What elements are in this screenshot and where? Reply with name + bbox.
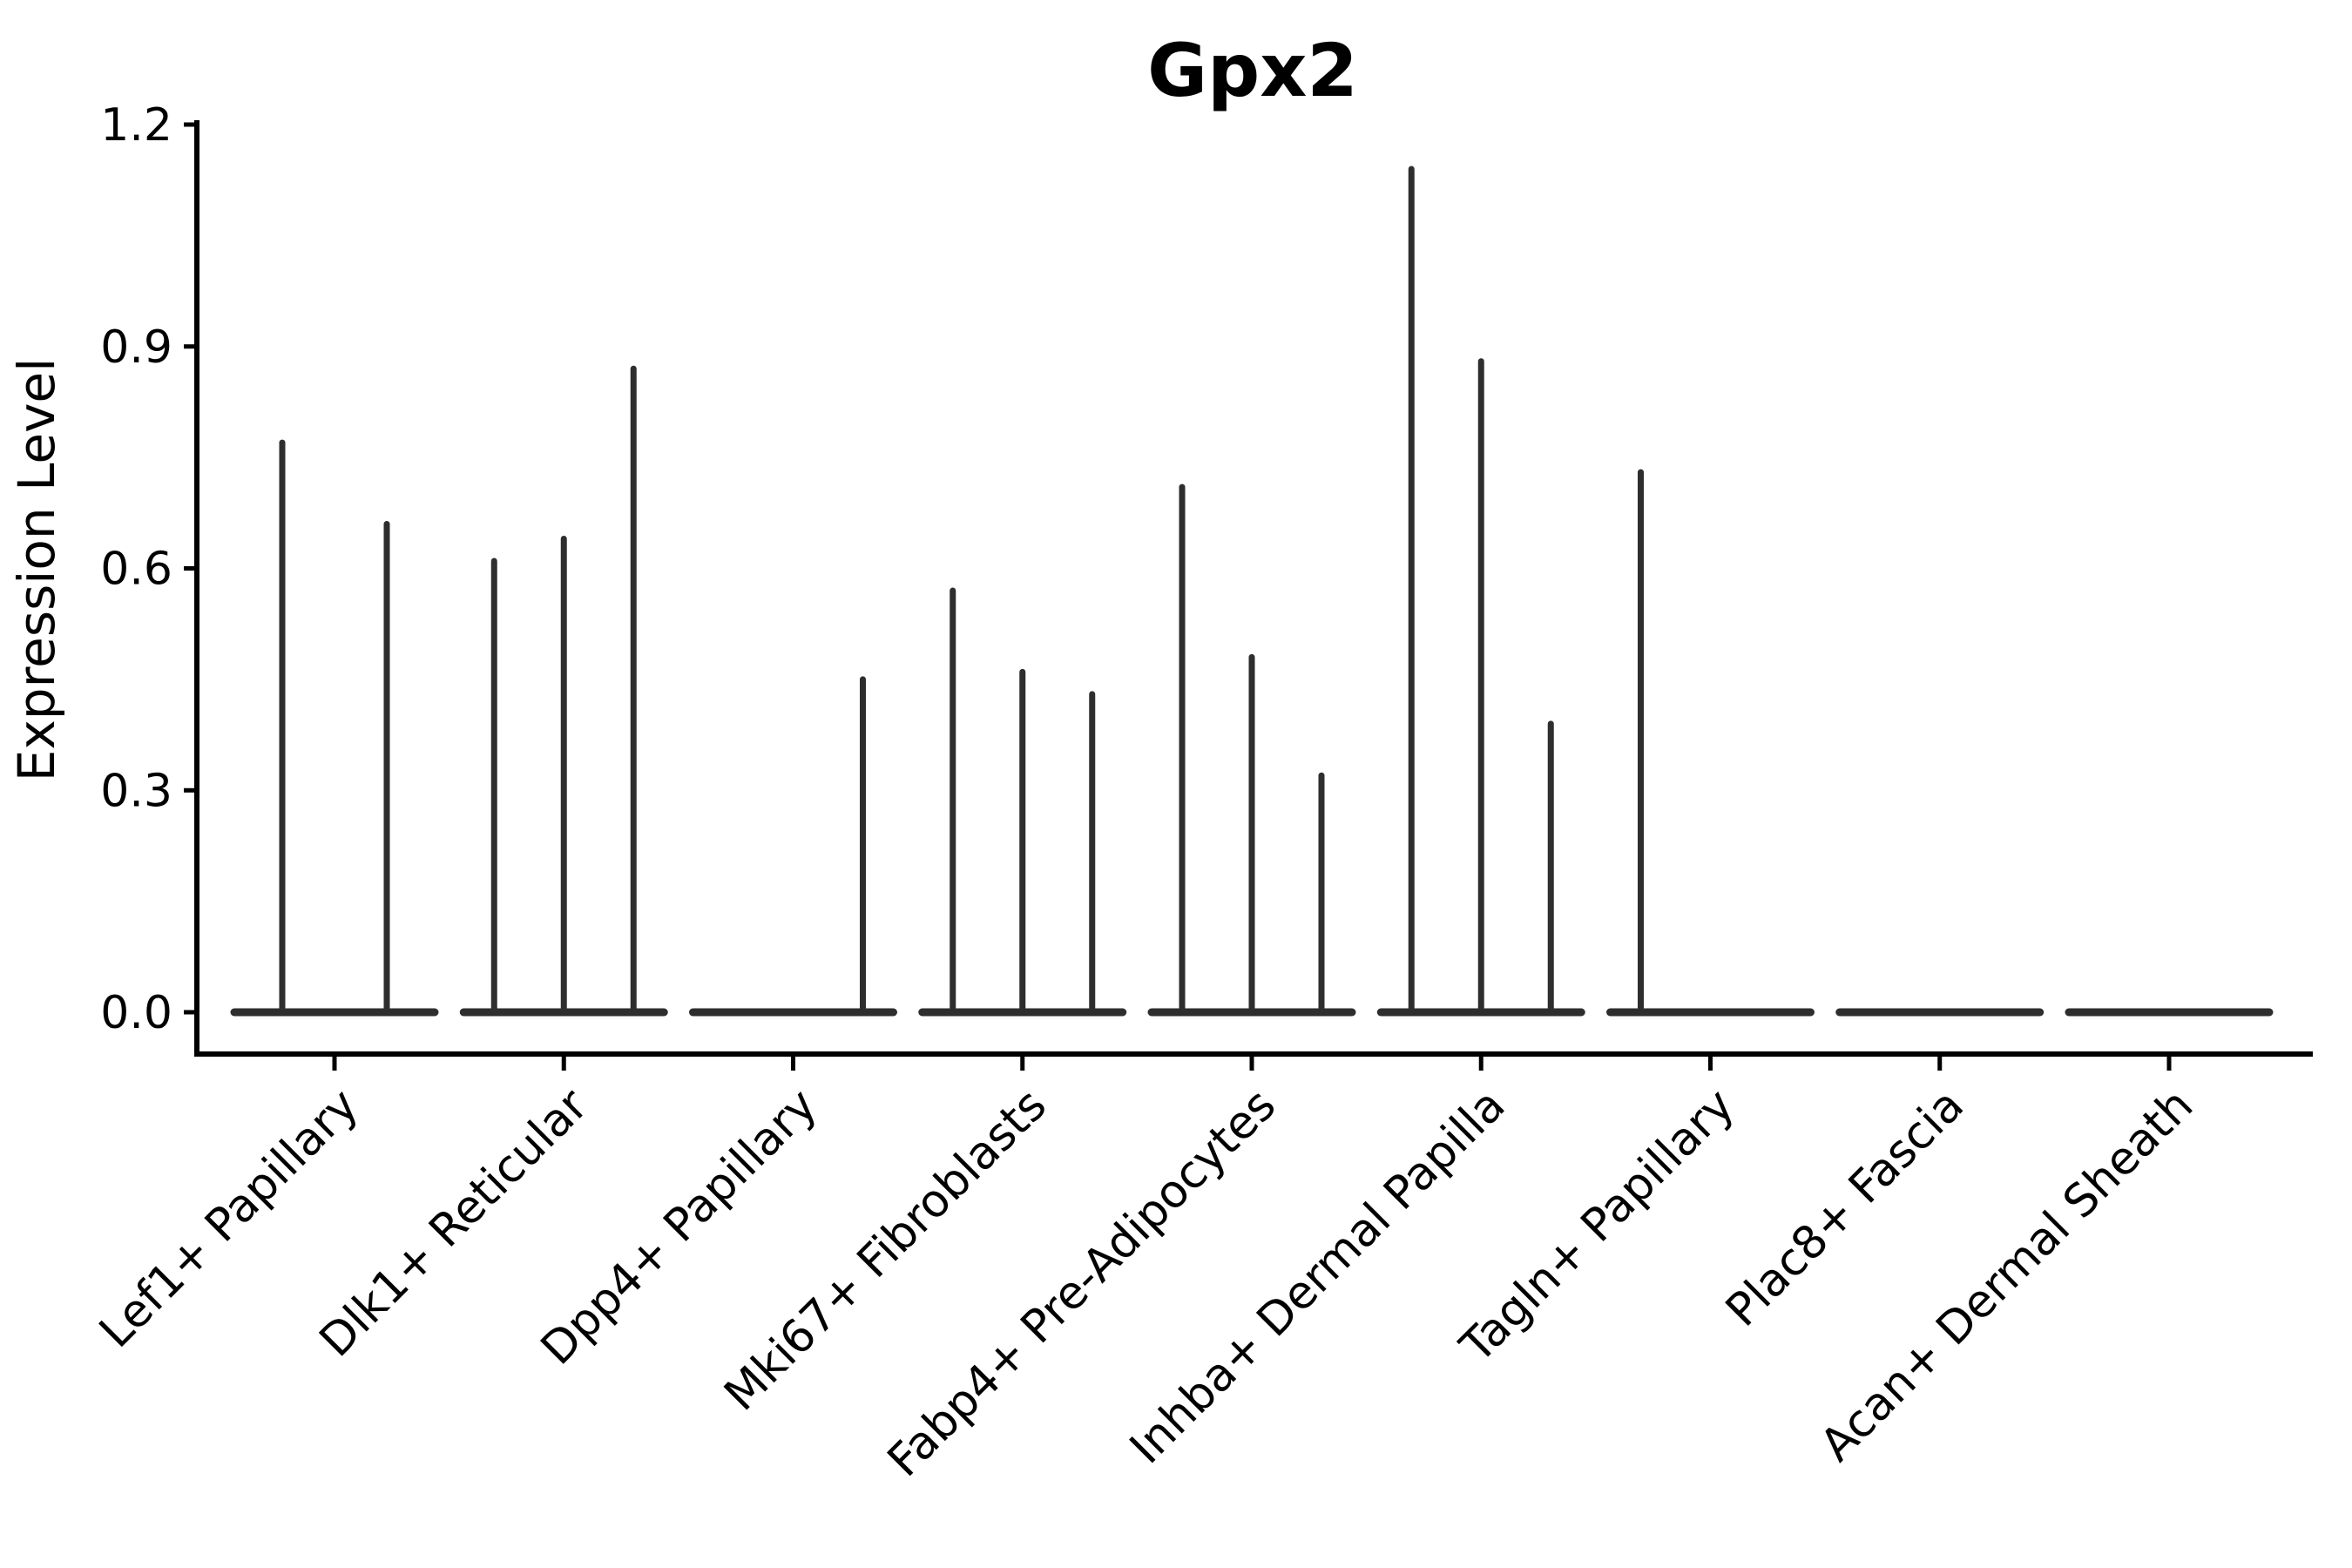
y-tick-label: 0.3 — [100, 765, 172, 817]
y-tick-label: 0.6 — [100, 544, 172, 596]
y-tick-label: 0.0 — [100, 987, 172, 1039]
axes: 0.0 0.3 0.6 0.9 1.2 — [100, 99, 2313, 1071]
y-axis-label: Expression Level — [7, 358, 66, 781]
x-tick-label: Inhba+ Dermal Papilla — [1120, 1079, 1515, 1474]
x-tick-label: Acan+ Dermal Sheath — [1811, 1079, 2204, 1472]
x-tick-label: Plac8+ Fascia — [1716, 1079, 1974, 1337]
y-tick-label: 0.9 — [100, 321, 172, 374]
chart-title: Gpx2 — [1147, 28, 1358, 113]
x-tick-label: Fabp4+ Pre-Adipocytes — [878, 1079, 1286, 1487]
violins-group — [230, 166, 2274, 1017]
y-tick-label: 1.2 — [100, 99, 172, 152]
